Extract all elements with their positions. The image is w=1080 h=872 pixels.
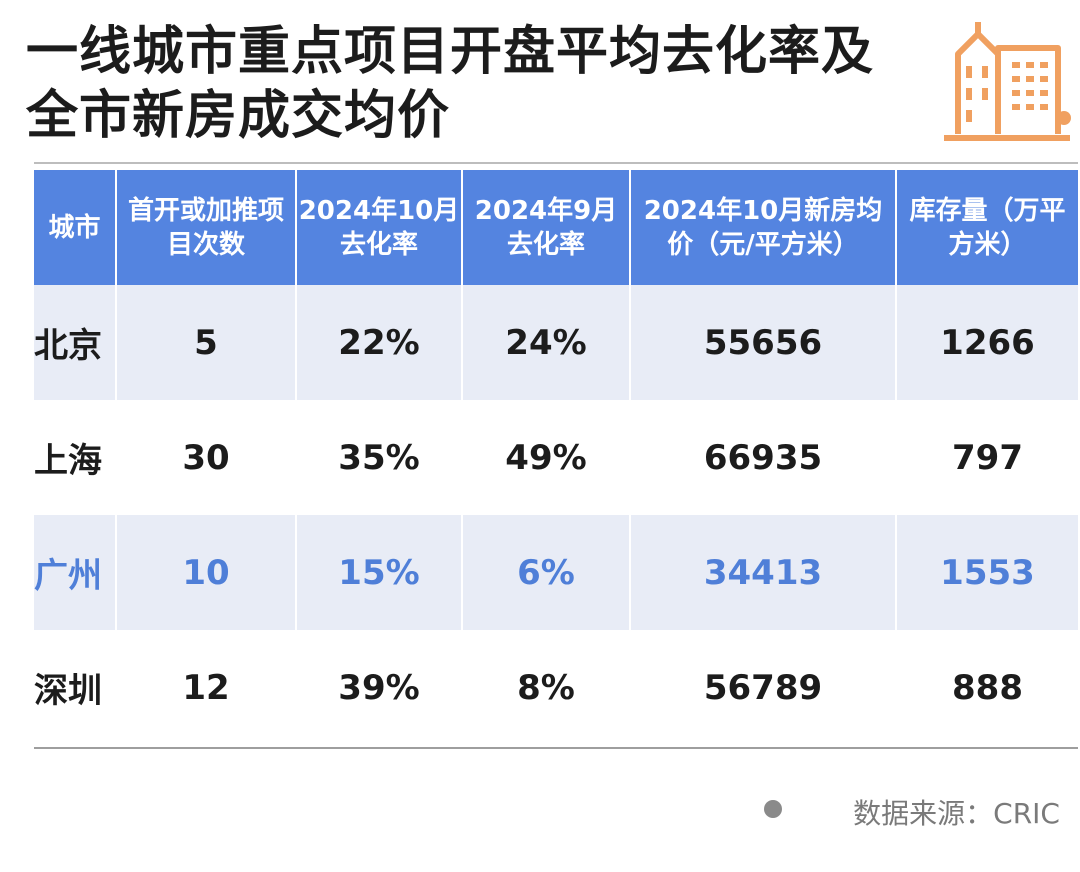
table-cell: 55656 [630, 285, 897, 400]
building-icon [944, 22, 1071, 141]
table-cell: 22% [296, 285, 463, 400]
table-cell: 15% [296, 515, 463, 630]
table-cell: 北京 [34, 285, 117, 400]
table-cell: 上海 [34, 400, 117, 515]
source-text: 数据来源：CRIC [853, 797, 1060, 830]
table-cell: 5 [116, 285, 297, 400]
table-cell: 797 [952, 437, 1023, 478]
table-cell: 1266 [896, 285, 1078, 400]
table-cell: 广州 [34, 515, 117, 630]
table-cell: 39% [296, 630, 463, 745]
table-cell: 56789 [630, 630, 897, 745]
header-row: 城市 首开或加推项目次数 2024年10月去化率 2024年9月去化率 2024… [34, 170, 1078, 285]
table-row: 深圳 12 39% 8% 56789 888 [34, 630, 1078, 745]
table-cell: 24% [462, 285, 631, 400]
header-cell: 2024年9月去化率 [462, 170, 631, 285]
top-rule [34, 162, 1078, 164]
table-cell: 8% [462, 630, 631, 745]
header-cell: 城市 [34, 170, 117, 285]
table-row: 上海 30 35% 49% 66935 797 [34, 400, 1078, 515]
header-cell: 2024年10月新房均价（元/平方米） [630, 170, 897, 285]
header-cell: 2024年10月去化率 [296, 170, 463, 285]
table-row: 北京 5 22% 24% 55656 1266 [34, 285, 1078, 400]
table-cell: 6% [462, 515, 631, 630]
data-table: 城市 首开或加推项目次数 2024年10月去化率 2024年9月去化率 2024… [34, 170, 1078, 745]
source-note: 数据来源：CRIC [760, 790, 1060, 834]
table-cell: 30 [116, 400, 297, 515]
table-cell: 66935 [630, 400, 897, 515]
table-cell: 深圳 [34, 630, 117, 745]
table-cell: 888 [952, 667, 1023, 708]
table-cell: 49% [462, 400, 631, 515]
table-cell: 12 [116, 630, 297, 745]
table-cell: 34413 [630, 515, 897, 630]
bullet-dot-icon [764, 800, 782, 818]
header-cell: 首开或加推项目次数 [116, 170, 297, 285]
table-cell: 35% [296, 400, 463, 515]
page-title: 一线城市重点项目开盘平均去化率及全市新房成交均价 [26, 22, 875, 146]
table-row: 广州 10 15% 6% 34413 1553 [34, 515, 1078, 630]
bottom-rule [34, 747, 1078, 749]
header-cell: 库存量（万平方米） [896, 170, 1078, 285]
table-cell: 1553 [896, 515, 1078, 630]
table-cell: 10 [116, 515, 297, 630]
